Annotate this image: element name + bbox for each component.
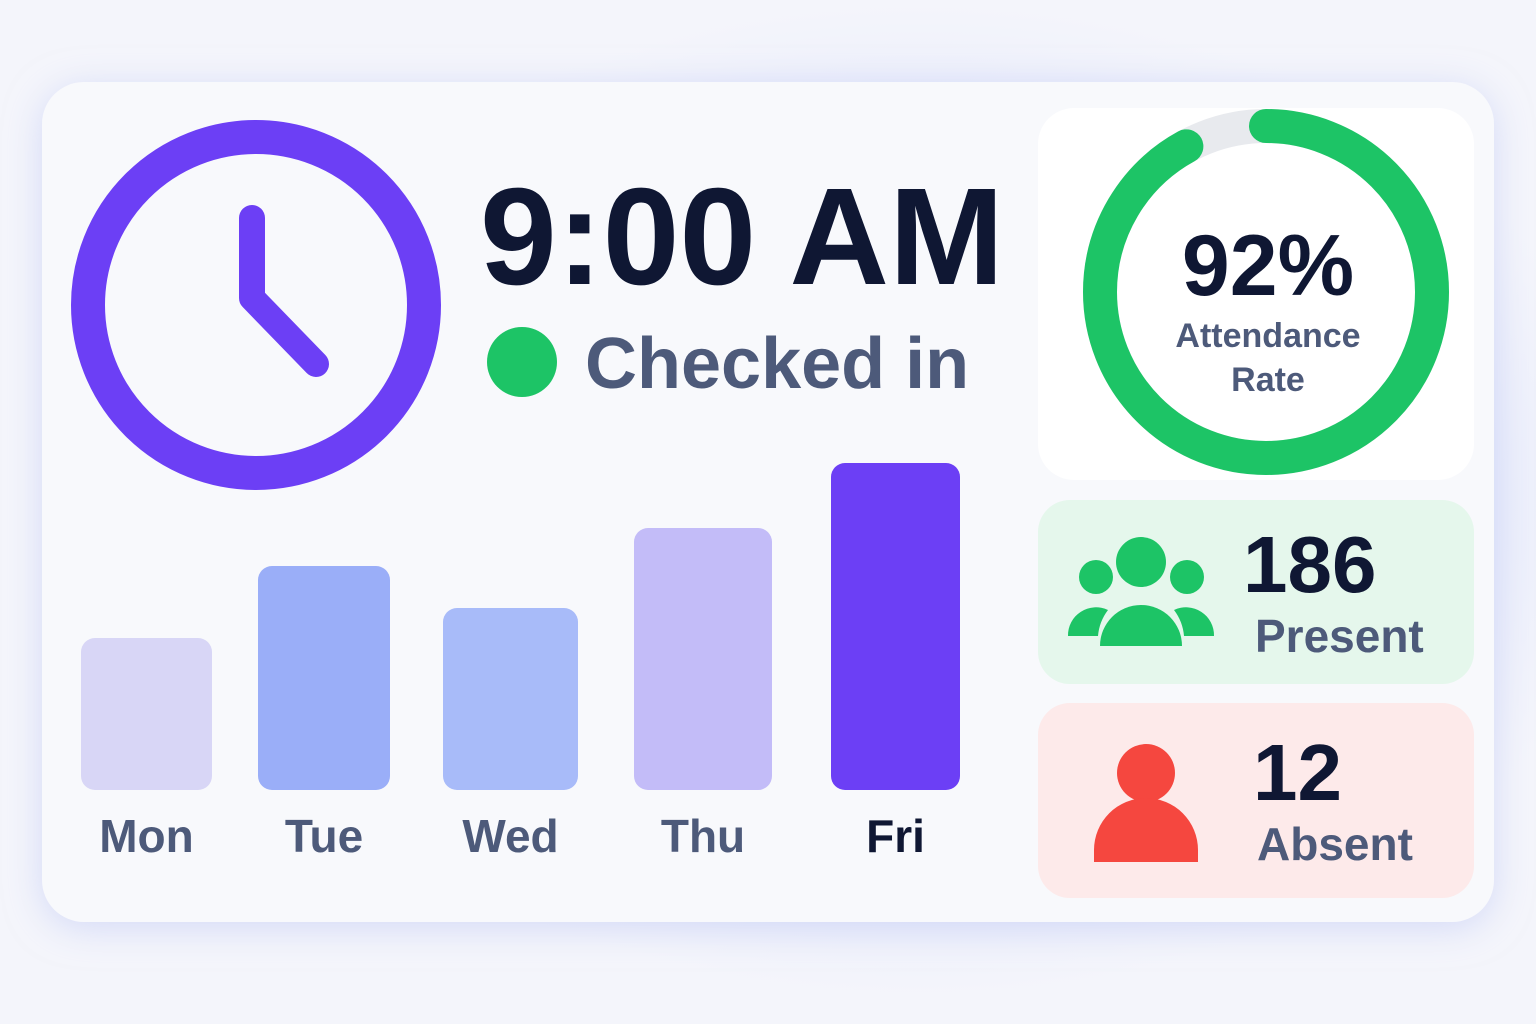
time: 9:00 AM (480, 160, 1004, 314)
clock-face (71, 120, 441, 490)
bar (634, 528, 772, 790)
x-tick-label: Fri (866, 810, 925, 862)
status-dot (487, 327, 557, 397)
absent-label: Absent (1257, 818, 1413, 870)
present-count: 186 (1243, 520, 1376, 609)
bar (258, 566, 390, 790)
absent-icon (1094, 744, 1198, 862)
bar (831, 463, 960, 790)
status: Checked in (585, 324, 969, 404)
bar (443, 608, 578, 790)
x-tick-label: Mon (99, 810, 194, 862)
x-tick-label: Tue (285, 810, 363, 862)
gauge-label: Attendance Rate (1175, 317, 1361, 399)
bar (81, 638, 212, 790)
present-label: Present (1255, 610, 1424, 662)
x-tick-label: Wed (462, 810, 558, 862)
gauge-value: 92% (1182, 218, 1354, 314)
gauge-arc (1083, 109, 1449, 475)
absent-count: 12 (1253, 728, 1342, 817)
clock-hands (239, 205, 329, 377)
present-icon (1067, 537, 1215, 646)
x-tick-label: Thu (661, 810, 745, 862)
